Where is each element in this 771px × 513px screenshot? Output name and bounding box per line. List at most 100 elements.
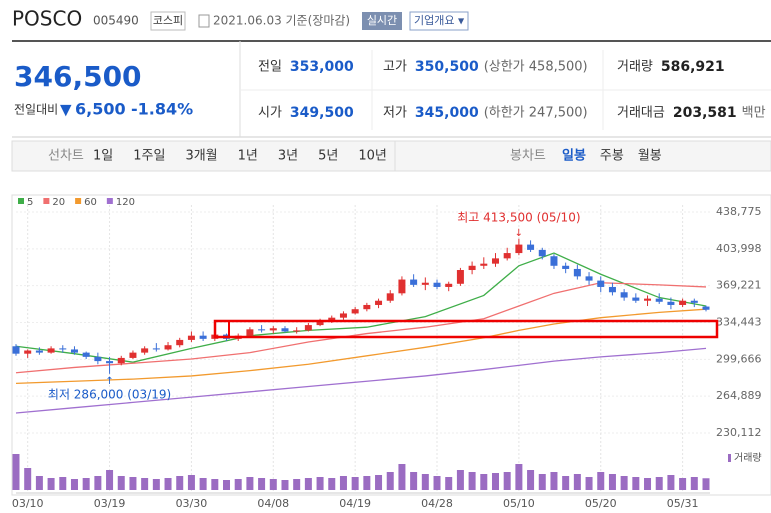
tab-bar — [11, 140, 771, 172]
candle-body — [258, 329, 266, 331]
volume-bar — [293, 479, 301, 490]
volume-bar — [339, 476, 347, 490]
legend-swatch — [43, 198, 50, 204]
y-tick-label: 369,221 — [716, 279, 762, 292]
period-tab[interactable]: 1일 — [93, 149, 113, 164]
legend-label: 60 — [84, 197, 97, 208]
candle-body — [82, 352, 90, 357]
candle-body — [421, 282, 429, 285]
candle-body — [398, 279, 406, 294]
realtime[interactable]: 실시간 — [367, 14, 397, 27]
volume-bar — [421, 474, 429, 490]
volume-bar — [667, 475, 675, 490]
volume-bar — [70, 479, 78, 490]
legend-label: 5 — [27, 197, 33, 208]
candle-body — [468, 265, 476, 271]
volume-bar — [304, 478, 312, 490]
candle-body — [620, 292, 628, 298]
candle-body — [644, 298, 652, 301]
volume-bar — [398, 464, 406, 490]
volume-bar — [620, 476, 628, 490]
candle-body — [94, 356, 102, 362]
volume-bar — [141, 478, 149, 490]
volume-bar — [597, 472, 605, 490]
candle-body — [386, 293, 394, 301]
volume-bar — [94, 476, 102, 490]
candle-body — [316, 320, 324, 326]
candle-body — [410, 279, 418, 285]
period-tab[interactable]: 5년 — [318, 149, 338, 164]
stat-extra: 백만 — [742, 106, 766, 121]
highlight-box — [213, 319, 719, 339]
candle-body — [667, 301, 675, 305]
volume-label: 거래량 — [734, 452, 762, 464]
overview-button[interactable] — [409, 11, 469, 31]
candle-body — [269, 328, 277, 331]
change: 6,500 — [75, 100, 126, 119]
volume-bar — [223, 480, 231, 490]
y-tick-label: 299,666 — [716, 352, 762, 365]
candle-body — [12, 346, 20, 354]
volume-bar — [632, 477, 640, 490]
volume-bar — [164, 478, 172, 490]
period-tab[interactable]: 3개월 — [185, 149, 217, 164]
volume-bar — [82, 478, 90, 490]
candle-body — [433, 282, 441, 287]
volume-bar — [269, 479, 277, 490]
x-tick-label: 04/28 — [421, 497, 453, 510]
candle-body — [47, 348, 55, 353]
candle-body — [632, 297, 640, 301]
candle-tab[interactable]: 주봉 — [600, 149, 624, 164]
volume-bar — [24, 468, 32, 490]
down-arrow: ▼ — [60, 101, 72, 119]
candle-body — [281, 328, 289, 332]
x-tick-label: 04/08 — [257, 497, 289, 510]
candle-body — [304, 325, 312, 331]
period-tab[interactable]: 1년 — [238, 149, 258, 164]
candle-body — [117, 357, 125, 364]
stat-label: 시가 — [258, 106, 282, 121]
candle-body — [679, 300, 687, 305]
stat-label: 거래대금 — [617, 106, 665, 121]
x-tick-label: 05/10 — [503, 497, 535, 510]
candle-body — [24, 350, 32, 354]
candle-chart-label: 봉차트 — [510, 149, 546, 164]
period-tab[interactable]: 3년 — [278, 149, 298, 164]
period-tab[interactable]: 10년 — [358, 149, 387, 164]
volume-bar — [503, 472, 511, 490]
change-label: 전일대비 — [14, 103, 58, 117]
candle-tab[interactable]: 일봉 — [562, 149, 586, 164]
overview[interactable]: 기업개요 — [414, 14, 454, 27]
candle-tab[interactable]: 월봉 — [638, 149, 662, 164]
candle-body — [176, 339, 184, 346]
candle-body — [538, 249, 546, 257]
candle-body — [339, 313, 347, 318]
stat-extra: (하한가 247,500) — [484, 106, 588, 121]
highlight-box — [214, 320, 230, 338]
candle-body — [351, 309, 359, 314]
candle-body — [702, 306, 710, 310]
stat-label: 저가 — [383, 106, 407, 121]
y-tick-label: 230,112 — [716, 426, 762, 439]
volume-bar — [211, 479, 219, 490]
candle-body — [187, 335, 195, 340]
volume-bar — [679, 478, 687, 490]
volume-bar — [35, 476, 43, 490]
candle-body — [164, 345, 172, 350]
volume-bar — [187, 475, 195, 490]
volume-bar — [573, 474, 581, 490]
candle-body — [550, 256, 558, 266]
volume-bar — [12, 454, 20, 490]
volume-bar — [117, 476, 125, 490]
candle-body — [375, 300, 383, 305]
plot-frame — [11, 194, 771, 496]
volume-bar — [199, 478, 207, 490]
volume-bar — [386, 472, 394, 490]
period-tab[interactable]: 1주일 — [133, 149, 165, 164]
candle-body — [597, 280, 605, 287]
stat-value: 345,000 — [415, 105, 479, 121]
realtime-button[interactable] — [362, 12, 402, 30]
stat-label: 고가 — [383, 60, 407, 75]
candle-body — [527, 244, 535, 250]
change-rate: -1.84% — [131, 100, 193, 119]
